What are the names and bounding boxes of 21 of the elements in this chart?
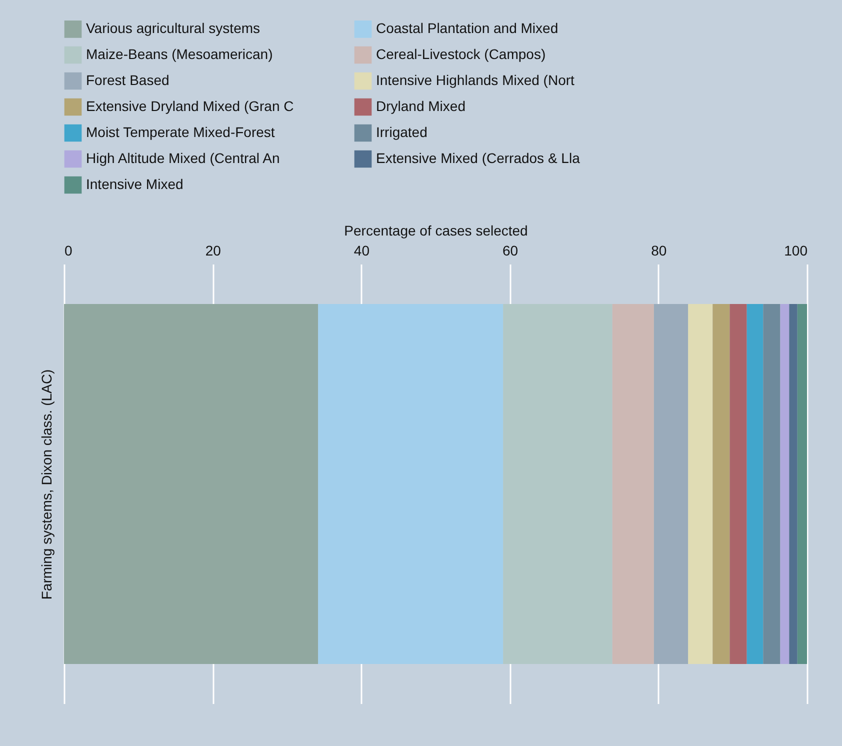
legend-label: Intensive Mixed bbox=[86, 176, 184, 192]
x-tick-label: 0 bbox=[64, 242, 72, 258]
x-tick-label: 60 bbox=[502, 242, 518, 258]
x-tick-label: 80 bbox=[651, 242, 667, 258]
x-tick-label: 20 bbox=[205, 242, 222, 258]
y-axis-title: Farming systems, Dixon class. (LAC) bbox=[38, 369, 54, 600]
legend-label: High Altitude Mixed (Central An bbox=[86, 150, 280, 166]
legend-label: Cereal-Livestock (Campos) bbox=[376, 46, 546, 62]
legend-label: Maize-Beans (Mesoamerican) bbox=[86, 46, 273, 62]
x-tick-label: 40 bbox=[354, 242, 370, 258]
legend-label: Irrigated bbox=[376, 124, 428, 140]
legend-label: Dryland Mixed bbox=[376, 98, 466, 114]
legend-label: Various agricultural systems bbox=[86, 20, 260, 36]
legend-label: Extensive Mixed (Cerrados & Lla bbox=[376, 150, 580, 166]
legend-label: Coastal Plantation and Mixed bbox=[376, 20, 558, 36]
legend-label: Extensive Dryland Mixed (Gran C bbox=[86, 98, 294, 114]
legend-label: Intensive Highlands Mixed (Nort bbox=[376, 72, 575, 88]
legend-label: Forest Based bbox=[86, 72, 170, 88]
x-axis-title: Percentage of cases selected bbox=[344, 222, 528, 238]
legend-label: Moist Temperate Mixed-Forest bbox=[86, 124, 275, 140]
x-tick-label: 100 bbox=[784, 242, 808, 258]
